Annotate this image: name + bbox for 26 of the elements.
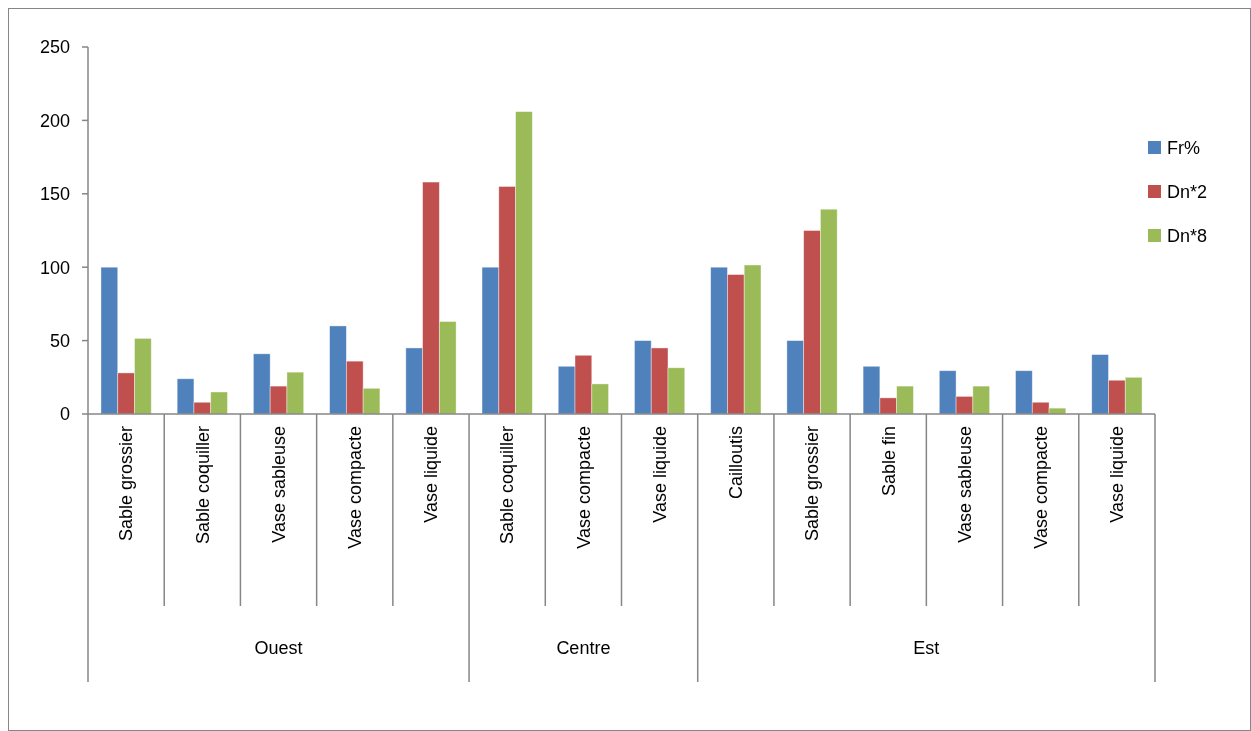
y-tick-label: 250 <box>39 37 70 58</box>
x-tick-label: Vase compacte <box>1030 426 1051 549</box>
x-tick-label: Sable coquiller <box>192 426 213 545</box>
legend-label: Fr% <box>1167 138 1200 159</box>
x-tick-label: Vase liquide <box>1107 426 1128 523</box>
text: Est <box>913 638 940 659</box>
x-tick-label: Vase compacte <box>573 426 594 549</box>
y-tick-label: 200 <box>39 110 70 131</box>
legend-label: Dn*8 <box>1167 226 1208 247</box>
x-tick-label: Vase sableuse <box>268 426 289 543</box>
y-tick-label: 50 <box>49 330 70 351</box>
legend-label: Dn*2 <box>1167 182 1208 203</box>
x-tick-label: Vase liquide <box>649 426 670 523</box>
y-tick-label: 150 <box>39 184 70 205</box>
x-tick-label: Cailloutis <box>726 426 747 500</box>
text: Centre <box>556 638 611 659</box>
x-tick-label: Sable fin <box>878 426 899 497</box>
x-tick-label: Sable grossier <box>802 426 823 542</box>
x-tick-label: Vase liquide <box>421 426 442 523</box>
text: Ouest <box>254 638 303 659</box>
y-tick-label: 0 <box>59 404 70 425</box>
x-tick-label: Vase compacte <box>345 426 366 549</box>
x-tick-label: Sable grossier <box>116 426 137 542</box>
x-tick-label: Sable coquiller <box>497 426 518 545</box>
y-tick-label: 100 <box>39 257 70 278</box>
x-tick-label: Vase sableuse <box>954 426 975 543</box>
